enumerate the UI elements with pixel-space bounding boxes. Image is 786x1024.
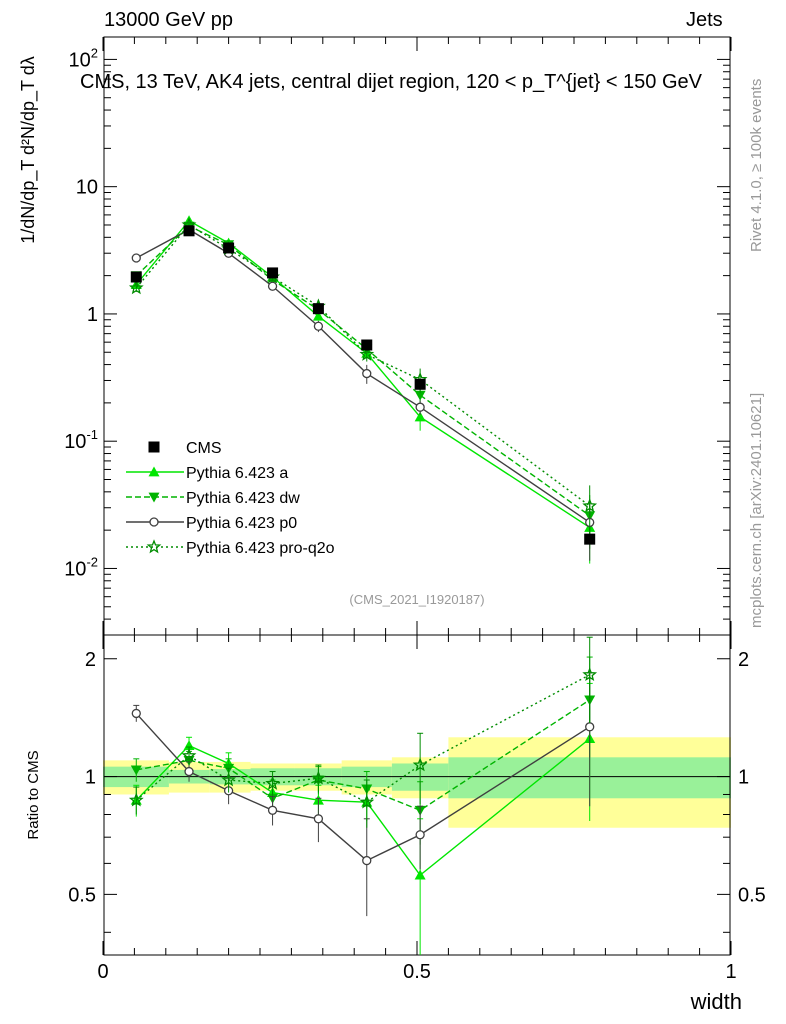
legend-marker-2 [149,517,159,527]
header-right: Jets [686,9,723,31]
ratio-uncertainty-bands [103,737,731,828]
ratio-line-3 [135,674,591,804]
header-left: 13000 GeV pp [104,9,233,31]
cms-data-point [267,267,279,279]
series-point-0 [312,310,324,321]
ratio-line-0 [135,738,591,877]
legend-marker-cms [148,441,160,453]
main-series [128,215,598,564]
series-point-2 [415,402,425,412]
series-line-3 [135,224,591,507]
ratio-tick-label-right: 1 [738,767,749,789]
ratio-tick-label-left: 1 [85,767,96,789]
x-tick-label: 0 [97,961,108,983]
ratio-point-3 [181,748,197,763]
legend-marker-0 [148,466,160,477]
ratio-point-0 [414,869,426,880]
ratio-tick-label-right: 0.5 [738,884,766,906]
series-point-2 [313,321,324,331]
ratio-point-2 [415,830,425,840]
series-line-0 [135,219,591,529]
ratio-tick-label-left: 2 [85,649,96,671]
series-point-2 [362,368,372,379]
y-tick-label: 102 [69,45,98,71]
series-point-2 [131,253,141,263]
x-tick-label: 1 [725,961,736,983]
legend-label-3: Pythia 6.423 pro-q2o [186,540,335,557]
cms-data-point [130,271,142,283]
x-tick-label: 0.5 [403,961,431,983]
series-point-0 [414,411,426,422]
ratio-tick-label-left: 0.5 [68,884,96,906]
axes: 10-2 10-1 1 10 102 0 0.5 1 0.5 0.5 1 1 2 2 [64,37,766,983]
series-point-3 [359,346,375,361]
ratio-point-3 [412,757,428,772]
cms-data-point [312,303,324,315]
series-line-2 [135,228,591,524]
ratio-point-3 [128,792,144,807]
ratio-series [128,636,598,955]
y-tick-label: 1 [87,304,98,326]
ratio-point-2 [313,814,324,824]
cms-data-point [361,339,373,351]
ratio-point-0 [183,740,195,750]
legend-label-0: Pythia 6.423 a [186,465,288,482]
y-tick-label: 10-2 [64,554,98,580]
ratio-line-2 [135,712,591,862]
legend-label-1: Pythia 6.423 dw [186,490,300,507]
ratio-point-3 [221,772,236,787]
series-point-2 [267,281,278,291]
chart-title: CMS, 13 TeV, AK4 jets, central dijet reg… [80,71,703,93]
ratio-point-3 [359,794,375,809]
ratio-point-2 [267,805,278,815]
cms-data-point [584,533,596,545]
ratio-tick-label-right: 2 [738,649,749,671]
y-tick-label: 10 [76,177,98,199]
ratio-point-2 [131,708,141,719]
y-tick-label: 10-1 [64,427,98,453]
analysis-tag: (CMS_2021_I1920187) [349,592,484,607]
cms-data-point [414,378,426,390]
y-axis-label: 1/dN/dp_T d²N/dp_T dλ [18,56,39,243]
chart-labels: CMS, 13 TeV, AK4 jets, central dijet reg… [18,56,742,1014]
cms-data-point [223,242,235,254]
ratio-point-3 [265,775,281,790]
series-line-1 [135,225,591,517]
ratio-point-1 [130,765,142,776]
ratio-point-3 [582,666,598,682]
series-point-1 [414,390,426,401]
ratio-point-2 [362,855,372,866]
legend: CMS Pythia 6.423 a Pythia 6.423 dw Pythia 6… [126,440,335,557]
cms-data-point [183,225,195,237]
legend-marker-3 [146,539,162,554]
ratio-line-1 [136,699,591,812]
series-point-3 [128,280,144,295]
ratio-point-3 [311,770,326,785]
series-point-3 [582,498,598,513]
ratio-point-2 [585,722,595,732]
ratio-axis-label: Ratio to CMS [25,750,42,839]
ratio-point-2 [184,766,194,777]
legend-label-cms: CMS [186,440,222,457]
x-axis-label: width [690,989,742,1014]
legend-marker-1 [148,492,160,503]
legend-label-2: Pythia 6.423 p0 [186,515,297,532]
